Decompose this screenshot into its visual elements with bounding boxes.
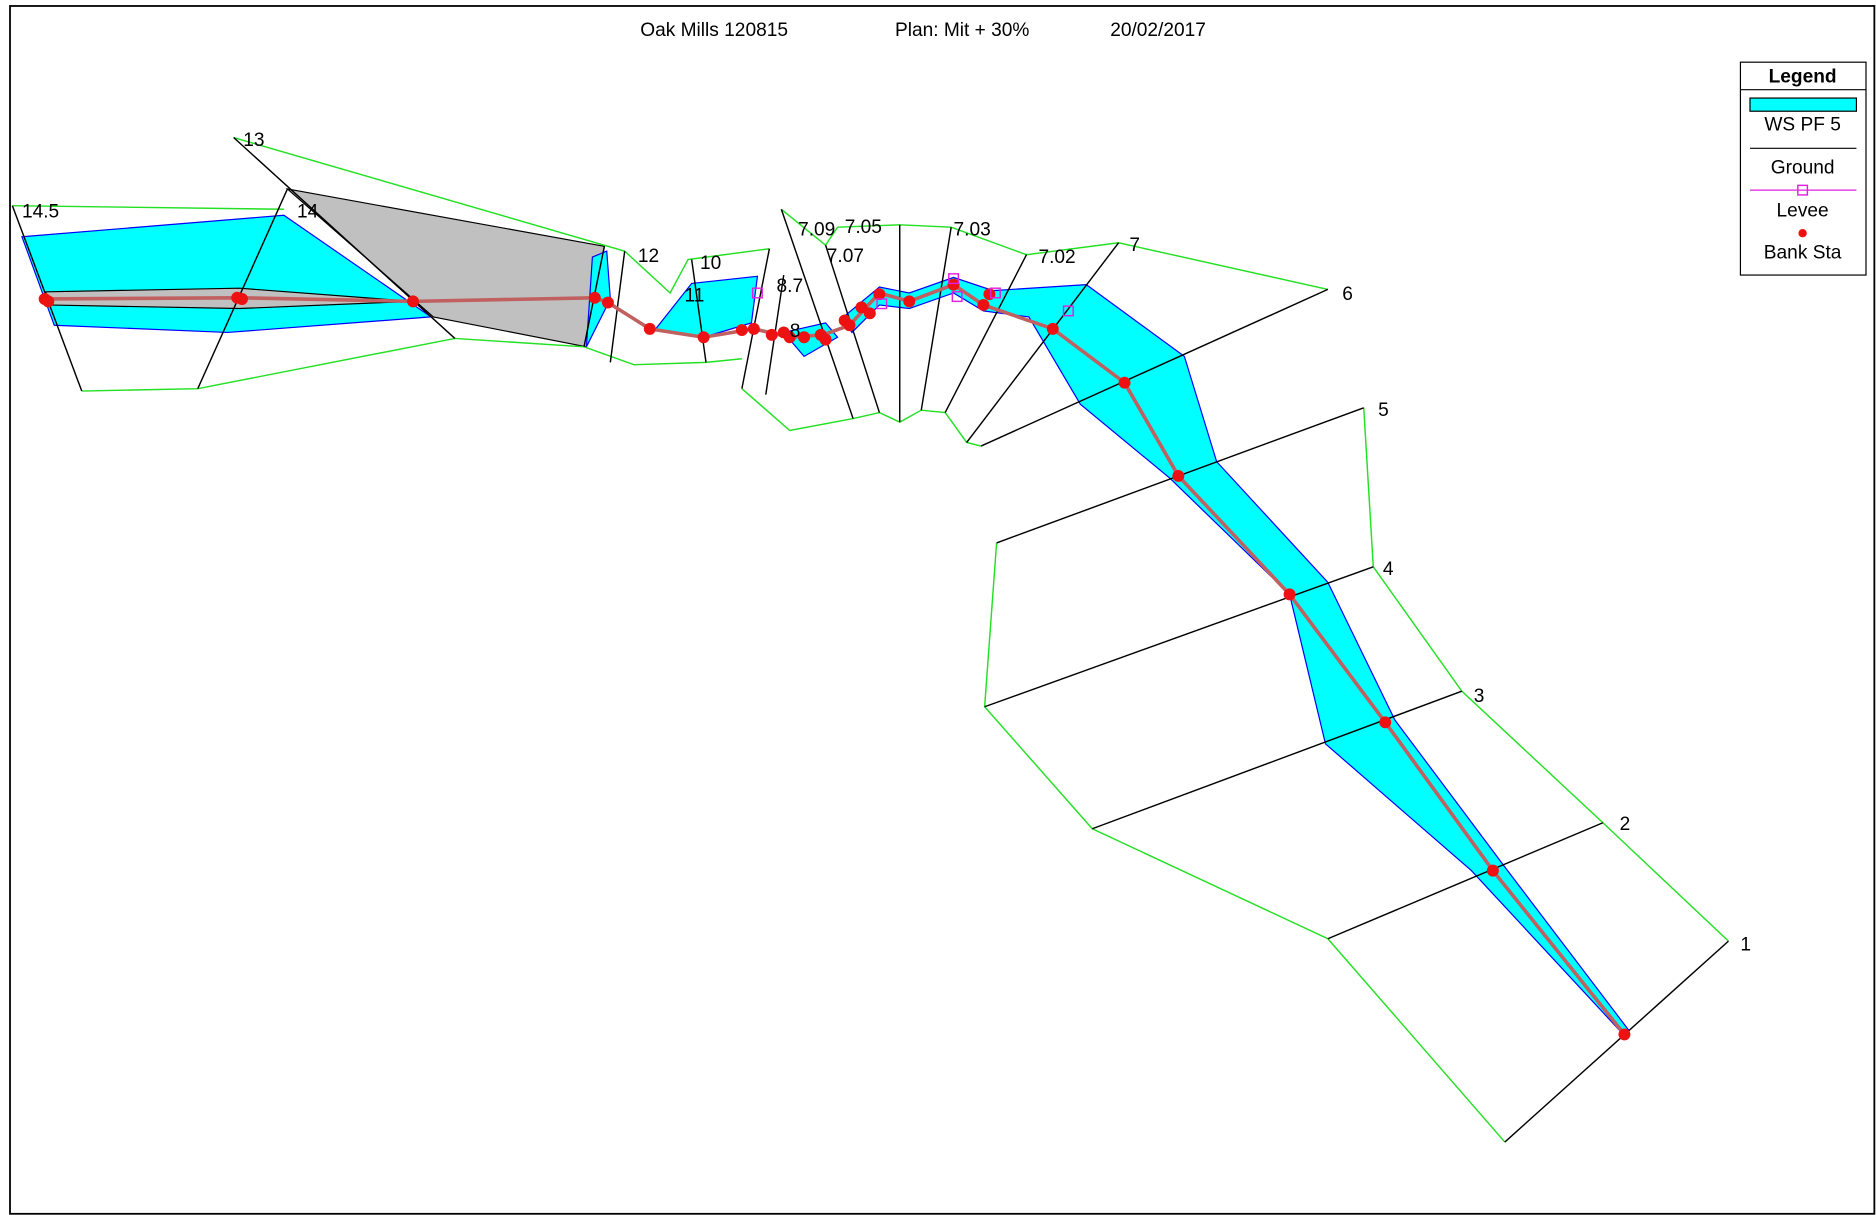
legend-entry: WS PF 5	[1764, 114, 1841, 135]
bank-station	[863, 307, 876, 320]
levee-marker	[1062, 305, 1074, 317]
bank-station	[42, 295, 55, 308]
plan-date: 20/02/2017	[1110, 20, 1206, 41]
bank-station	[873, 288, 886, 301]
xs-label: 6	[1342, 284, 1353, 305]
xs-label: 12	[638, 246, 659, 267]
legend-swatch	[1797, 184, 1809, 196]
xs-label: 7.05	[845, 217, 882, 238]
xs-label: 7.09	[798, 220, 835, 241]
xs-label: 13	[243, 130, 264, 151]
cross-section-line	[980, 288, 1329, 447]
bank-station	[977, 298, 990, 311]
bank-station	[1283, 588, 1296, 601]
title: Oak Mills 120815 Plan: Mit + 30% 20/02/2…	[640, 20, 1206, 41]
xs-label: 14.5	[22, 202, 59, 223]
levee-marker	[948, 273, 960, 285]
xs-label: 8.7	[777, 276, 804, 297]
cross-section-line	[920, 227, 952, 411]
cross-section-line	[197, 188, 289, 389]
plan-name: Plan: Mit + 30%	[895, 20, 1029, 41]
cross-section-line	[1327, 822, 1604, 940]
cross-section-line	[741, 248, 771, 389]
cross-section-line	[966, 242, 1120, 443]
bank-station	[947, 278, 960, 291]
cross-section-line	[1092, 690, 1463, 830]
bank-station	[1379, 716, 1392, 729]
cross-section-line	[944, 254, 1028, 413]
cross-section-line	[690, 259, 707, 363]
bank-station	[697, 331, 710, 344]
xs-label: 3	[1474, 686, 1485, 707]
xs-label: 2	[1620, 814, 1631, 835]
bank-station	[735, 324, 748, 337]
levee-marker	[989, 287, 1001, 299]
levee-marker	[876, 298, 888, 310]
legend-entry: Bank Sta	[1764, 242, 1842, 263]
bank-station	[798, 331, 811, 344]
xs-label: 5	[1378, 400, 1389, 421]
levee-marker	[751, 287, 763, 299]
legend-title: Legend	[1769, 67, 1837, 88]
bank-station	[783, 331, 796, 344]
cross-section-line	[984, 566, 1374, 708]
ground-line	[780, 208, 1329, 291]
legend-swatch	[1749, 97, 1858, 112]
xs-label: 4	[1383, 559, 1394, 580]
bank-station	[747, 322, 760, 335]
levee-marker	[951, 291, 963, 303]
xs-label: 7	[1129, 235, 1140, 256]
bank-station	[1486, 864, 1499, 877]
bank-station	[1118, 376, 1131, 389]
bank-station	[1172, 469, 1185, 482]
bank-station	[819, 333, 832, 346]
bank-station	[855, 301, 868, 314]
xs-label: 7.07	[827, 246, 864, 267]
xs-label: 7.02	[1038, 247, 1075, 268]
bank-station	[236, 292, 248, 305]
ground-line	[12, 204, 284, 210]
bank-station	[843, 319, 856, 332]
levees	[751, 273, 1074, 317]
cross-section-labels: 14.5 14 13 12 11 10 8.7 8 7.09 7.07 7.05…	[22, 130, 1751, 956]
cross-section-line	[1504, 940, 1729, 1143]
legend-entry: Ground	[1771, 157, 1835, 178]
bank-stations	[38, 278, 1631, 1041]
bank-station	[601, 296, 614, 309]
bank-station	[1618, 1028, 1631, 1041]
xs-label: 7.03	[954, 220, 991, 241]
legend-entry: Levee	[1777, 200, 1829, 221]
bank-station	[903, 295, 916, 308]
project-name: Oak Mills 120815	[640, 20, 788, 41]
xs-label: 1	[1740, 935, 1751, 956]
bank-station	[643, 322, 656, 335]
cross-section-line	[233, 136, 456, 339]
legend-swatch	[1798, 229, 1807, 238]
ground-line	[233, 136, 770, 295]
bank-station	[1046, 322, 1059, 335]
xs-label: 14	[297, 202, 319, 223]
bank-station	[588, 291, 601, 304]
cross-section-lines	[11, 136, 1729, 1143]
xs-label: 10	[700, 253, 721, 274]
legend: Legend WS PF 5 Ground Levee Bank Sta	[1739, 61, 1867, 276]
water-area	[654, 275, 759, 338]
xs-label: 11	[684, 285, 704, 306]
bank-station	[765, 328, 778, 341]
xs-label: 8	[790, 321, 801, 342]
bank-station	[407, 295, 419, 308]
cross-section-line	[780, 209, 854, 419]
frame	[9, 5, 1876, 1215]
